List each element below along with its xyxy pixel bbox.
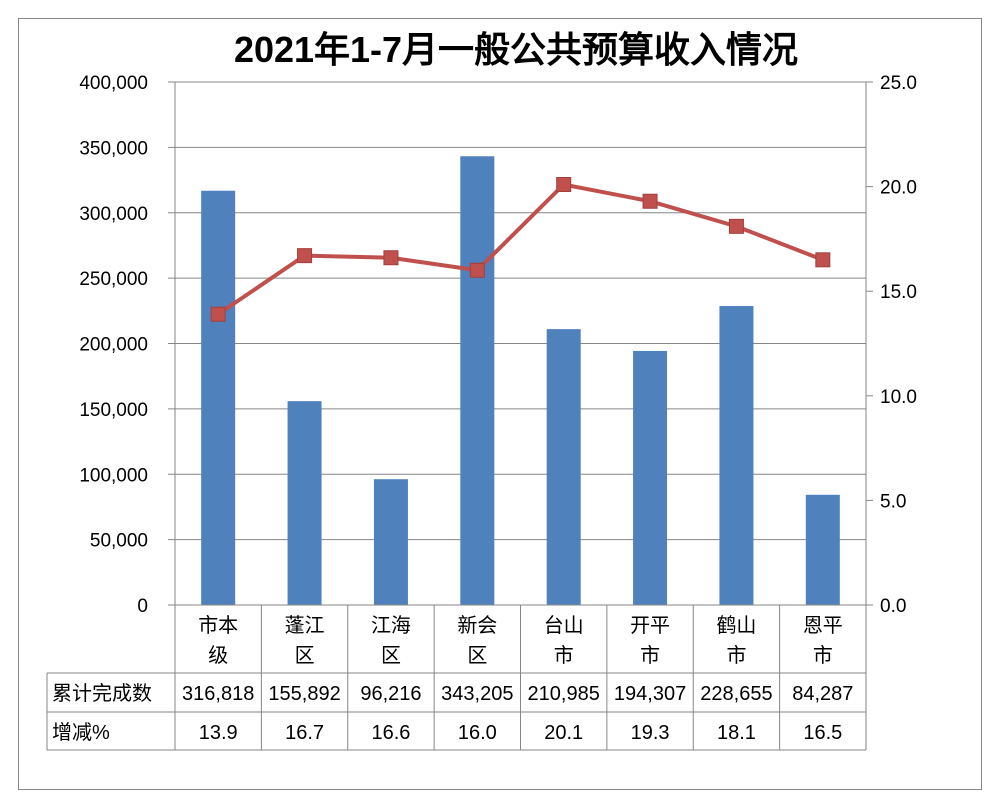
left-axis-tick-label: 300,000 (79, 204, 148, 225)
category-label: 江海 (371, 614, 411, 637)
line-marker (815, 252, 831, 268)
category-label: 台山 (544, 614, 584, 637)
category-label: 恩平 (803, 615, 843, 637)
bar (719, 306, 754, 605)
line-marker (642, 193, 658, 209)
category-label: 开平 (630, 615, 670, 637)
bar (546, 329, 581, 605)
total-value-cell: 194,307 (614, 683, 686, 705)
chart-border (18, 18, 982, 790)
total-value-cell: 210,985 (528, 683, 600, 705)
right-axis-tick-label: 25.0 (880, 73, 917, 94)
change-value-cell: 19.3 (631, 722, 670, 744)
line-marker (556, 177, 572, 193)
bar (373, 479, 408, 605)
change-value-cell: 16.5 (803, 722, 842, 744)
category-label: 市 (813, 644, 833, 667)
bar (805, 494, 840, 605)
total-value-cell: 316,818 (182, 683, 254, 705)
left-axis-tick-label: 250,000 (79, 269, 148, 290)
right-axis-tick-label: 5.0 (880, 491, 906, 512)
line-marker (210, 306, 226, 322)
left-axis-tick-label: 100,000 (79, 465, 148, 486)
category-label: 新会 (457, 614, 497, 637)
total-value-cell: 343,205 (441, 683, 513, 705)
chart-title: 2021年1-7月一般公共预算收入情况 (234, 29, 798, 70)
bar (633, 350, 668, 605)
category-label: 市本 (198, 614, 238, 637)
category-label: 级 (208, 644, 228, 667)
left-axis-tick-label: 200,000 (79, 335, 148, 356)
left-axis-tick-label: 150,000 (79, 400, 148, 421)
change-value-cell: 13.9 (199, 722, 238, 744)
category-label: 蓬江 (285, 614, 325, 637)
line-marker (297, 248, 313, 264)
line-marker (728, 218, 744, 234)
left-axis-tick-label: 400,000 (79, 73, 148, 94)
series-label-change: 增减% (52, 721, 110, 744)
right-axis-tick-label: 0.0 (880, 596, 906, 617)
line-marker (469, 262, 485, 278)
line-marker (383, 250, 399, 266)
category-label: 市 (640, 644, 660, 667)
total-value-cell: 84,287 (792, 683, 853, 705)
category-label: 区 (467, 645, 487, 667)
left-axis-tick-label: 0 (137, 596, 148, 617)
change-value-cell: 16.0 (458, 722, 497, 744)
change-value-cell: 18.1 (717, 722, 756, 744)
left-axis-tick-label: 350,000 (79, 138, 148, 159)
total-value-cell: 228,655 (700, 683, 772, 705)
change-value-cell: 16.7 (285, 722, 324, 744)
total-value-cell: 96,216 (360, 683, 421, 705)
change-value-cell: 20.1 (544, 722, 583, 744)
category-label: 市 (726, 644, 746, 667)
left-axis-tick-label: 50,000 (90, 531, 148, 552)
bar (287, 401, 322, 605)
total-value-cell: 155,892 (268, 683, 340, 705)
growth-line (217, 182, 824, 316)
right-axis-tick-label: 15.0 (880, 282, 917, 303)
right-axis-tick-label: 20.0 (880, 178, 917, 199)
category-label: 区 (295, 645, 315, 667)
bar (460, 156, 495, 605)
category-label: 鹤山 (716, 614, 756, 637)
series-label-total: 累计完成数 (52, 682, 152, 705)
category-label: 市 (554, 644, 574, 667)
change-value-cell: 16.6 (371, 722, 410, 744)
right-axis-tick-label: 10.0 (880, 387, 917, 408)
category-label: 区 (381, 645, 401, 667)
bar (201, 190, 236, 605)
